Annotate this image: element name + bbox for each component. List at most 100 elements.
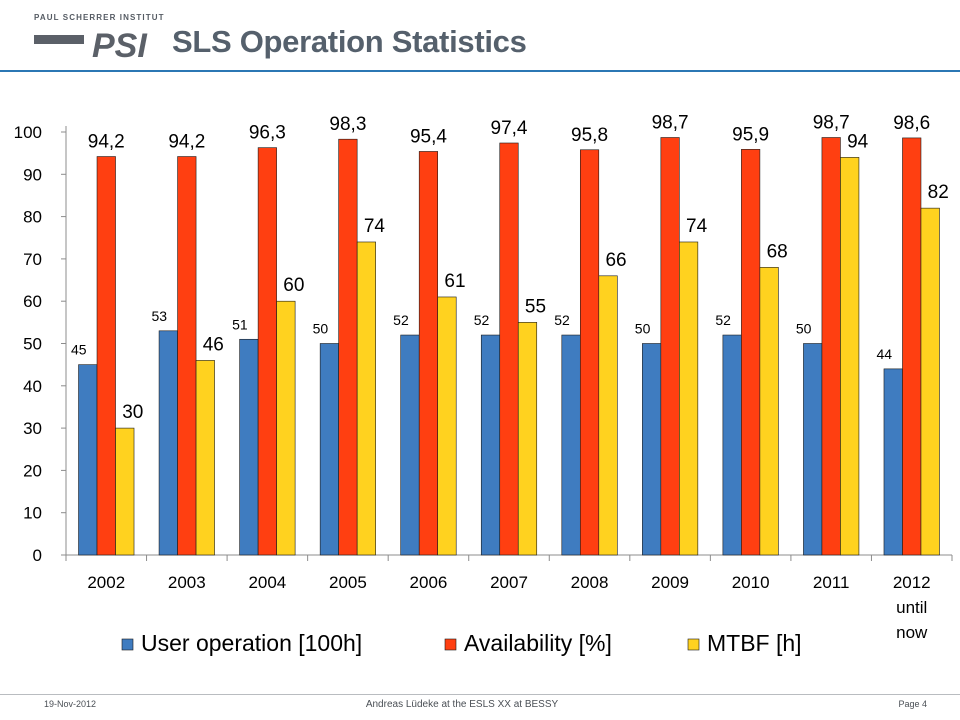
footer-page-number: Page 4 bbox=[898, 699, 927, 709]
y-tick-label: 0 bbox=[33, 546, 42, 565]
bar-mtbf bbox=[356, 241, 376, 556]
bar-user bbox=[158, 330, 178, 556]
x-tick-sublabel: until bbox=[896, 598, 927, 617]
bar-user bbox=[78, 364, 98, 556]
bar-mtbf bbox=[920, 207, 940, 556]
bar-user bbox=[722, 334, 742, 556]
data-label: 53 bbox=[152, 308, 168, 324]
x-tick-label: 2010 bbox=[732, 573, 770, 592]
x-tick-label: 2011 bbox=[813, 573, 850, 592]
bar-user bbox=[883, 368, 903, 556]
x-tick-label: 2004 bbox=[248, 573, 286, 592]
data-label: 50 bbox=[796, 321, 812, 337]
legend-swatch bbox=[121, 638, 134, 651]
data-label: 52 bbox=[715, 312, 731, 328]
footer-divider bbox=[0, 694, 960, 695]
y-tick-label: 90 bbox=[23, 165, 42, 184]
data-label: 52 bbox=[393, 312, 409, 328]
data-label: 94,2 bbox=[88, 132, 125, 153]
bar-mtbf bbox=[598, 275, 618, 556]
data-label: 52 bbox=[474, 312, 490, 328]
bar-availability bbox=[499, 142, 519, 556]
bar-mtbf bbox=[437, 296, 457, 556]
data-label: 95,9 bbox=[732, 124, 769, 145]
logo-mark-text: PSI bbox=[92, 27, 148, 63]
bar-mtbf bbox=[517, 322, 538, 556]
y-tick-label: 50 bbox=[23, 335, 42, 354]
operation-statistics-chart: 0 10 20 30 40 50 60 70 80 90 100 2002 2003 2004 2005 20… bbox=[14, 112, 953, 656]
bar-availability bbox=[821, 137, 841, 556]
bar-availability bbox=[660, 137, 680, 556]
data-label: 45 bbox=[71, 342, 87, 358]
bar-availability bbox=[338, 138, 358, 556]
data-label: 50 bbox=[635, 321, 651, 337]
data-label: 52 bbox=[554, 312, 570, 328]
bar-availability bbox=[177, 156, 197, 556]
y-tick-label: 20 bbox=[23, 461, 42, 480]
data-label: 95,4 bbox=[410, 126, 447, 147]
footer-date: 19-Nov-2012 bbox=[44, 699, 97, 709]
x-tick-label: 2009 bbox=[651, 573, 689, 592]
page-title: SLS Operation Statistics bbox=[172, 24, 527, 59]
legend-label: Availability [%] bbox=[464, 630, 612, 656]
x-tick-label: 2002 bbox=[87, 573, 125, 592]
x-tick-label: 2012 bbox=[893, 573, 931, 592]
title-divider bbox=[0, 70, 960, 72]
x-tick-sublabel: now bbox=[896, 623, 928, 642]
bar-user bbox=[400, 334, 420, 556]
x-tick-label: 2005 bbox=[329, 573, 367, 592]
x-tick-label: 2006 bbox=[410, 573, 448, 592]
y-tick-label: 10 bbox=[23, 504, 42, 523]
bar-mtbf bbox=[195, 360, 215, 556]
data-label: 68 bbox=[767, 241, 788, 262]
data-label: 51 bbox=[232, 316, 248, 332]
footer-presenter: Andreas Lüdeke at the ESLS XX at BESSY bbox=[365, 699, 559, 710]
y-tick-label: 60 bbox=[23, 292, 42, 311]
logo-org-text: PAUL SCHERRER INSTITUT bbox=[34, 13, 165, 22]
data-label: 94 bbox=[847, 131, 869, 152]
y-tick-label: 80 bbox=[23, 208, 42, 227]
data-label: 97,4 bbox=[491, 118, 528, 139]
bar-mtbf bbox=[840, 157, 860, 556]
data-label: 74 bbox=[686, 216, 708, 237]
data-label: 66 bbox=[605, 250, 626, 271]
y-tick-label: 70 bbox=[23, 250, 42, 269]
legend-label: MTBF [h] bbox=[707, 630, 802, 656]
bar-mtbf bbox=[276, 300, 296, 556]
bar-mtbf bbox=[759, 267, 779, 556]
bar-user bbox=[561, 334, 581, 556]
bar-availability bbox=[741, 149, 761, 556]
data-label: 61 bbox=[444, 271, 465, 292]
legend-label: User operation [100h] bbox=[141, 630, 362, 656]
data-label: 96,3 bbox=[249, 123, 286, 144]
psi-logo: PAUL SCHERRER INSTITUT PSI bbox=[34, 13, 165, 63]
data-label: 98,7 bbox=[652, 112, 689, 133]
x-tick-label: 2003 bbox=[168, 573, 206, 592]
data-label: 98,6 bbox=[893, 113, 930, 134]
data-label: 46 bbox=[203, 334, 224, 355]
bar-availability bbox=[257, 147, 277, 556]
data-label: 30 bbox=[122, 402, 143, 423]
x-tick-label: 2007 bbox=[490, 573, 528, 592]
bar-availability bbox=[418, 151, 439, 556]
legend-swatch bbox=[444, 638, 457, 651]
psi-logo-mark: PSI bbox=[34, 27, 148, 63]
x-tick-label: 2008 bbox=[571, 573, 609, 592]
data-label: 98,3 bbox=[329, 114, 366, 135]
data-label: 74 bbox=[364, 216, 386, 237]
legend-swatch bbox=[687, 638, 700, 651]
bar-mtbf bbox=[679, 241, 699, 556]
data-label: 50 bbox=[313, 321, 329, 337]
data-label: 98,7 bbox=[813, 112, 850, 133]
data-label: 95,8 bbox=[571, 125, 608, 146]
bar-availability bbox=[96, 156, 116, 556]
bar-user bbox=[319, 343, 339, 556]
data-label: 60 bbox=[283, 275, 304, 296]
bar-user bbox=[239, 338, 259, 556]
bar-mtbf bbox=[115, 427, 135, 556]
y-tick-label: 100 bbox=[14, 123, 42, 142]
data-label: 82 bbox=[928, 182, 949, 203]
data-label: 94,2 bbox=[168, 132, 205, 153]
bar-availability bbox=[579, 149, 600, 556]
bar-user bbox=[480, 334, 501, 556]
